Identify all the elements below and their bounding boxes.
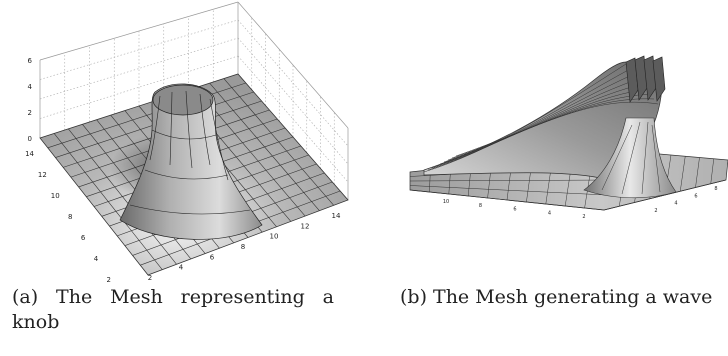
y-tick-label: 14 <box>25 150 34 158</box>
back-wall-grid <box>39 9 349 185</box>
left-tick-label: 4 <box>548 210 551 216</box>
right-tick-label: 8 <box>714 186 717 192</box>
left-tick-labels: 10 8 6 4 2 <box>443 199 586 220</box>
x-tick-label: 8 <box>241 243 245 251</box>
left-tick-label: 6 <box>513 207 516 213</box>
right-tick-label: 6 <box>694 193 697 199</box>
z-tick-labels: 0 2 4 6 <box>28 57 33 143</box>
left-tick-label: 8 <box>479 203 482 209</box>
x-tick-labels: 2 4 6 8 10 12 14 <box>148 212 341 282</box>
left-tick-label: 2 <box>582 214 585 220</box>
right-tick-label: 2 <box>654 208 657 214</box>
y-tick-labels: 14 12 10 8 6 4 2 <box>25 150 111 284</box>
right-tick-label: 4 <box>674 201 677 207</box>
left-tick-label: 10 <box>443 199 449 205</box>
right-tick-labels: 2 4 6 8 <box>654 186 717 214</box>
caption-a: (a) The Mesh representing a knob <box>12 286 334 333</box>
y-tick-label: 12 <box>38 171 47 179</box>
caption-b: (b) The Mesh generating a wave <box>400 286 713 308</box>
y-tick-label: 8 <box>68 213 72 221</box>
z-tick-label: 4 <box>28 83 33 91</box>
x-tick-label: 6 <box>210 253 215 261</box>
wave-mesh-plot: 10 8 6 4 2 2 4 6 8 <box>409 55 728 220</box>
wave-crest <box>625 55 666 103</box>
figure-b: 10 8 6 4 2 2 4 6 8 (b) The Mesh generating a wav… <box>364 0 728 356</box>
knob-surface <box>119 83 263 240</box>
x-tick-label: 4 <box>179 264 184 272</box>
figure-a: 0 2 4 6 14 12 10 8 6 4 2 2 4 6 8 10 12 14 (a) The Mesh re… <box>12 1 349 333</box>
y-tick-label: 6 <box>81 234 86 242</box>
axis-edges <box>409 179 727 211</box>
z-tick-label: 0 <box>28 135 32 143</box>
y-tick-label: 10 <box>51 192 60 200</box>
knob-mesh-plot: 0 2 4 6 14 12 10 8 6 4 2 2 4 6 8 10 12 14 <box>25 1 349 284</box>
z-tick-label: 2 <box>28 109 32 117</box>
x-tick-label: 14 <box>332 212 341 220</box>
y-tick-label: 2 <box>107 276 111 284</box>
z-tick-label: 6 <box>28 57 33 65</box>
x-tick-label: 12 <box>301 222 310 230</box>
x-tick-label: 10 <box>270 233 279 241</box>
wave-stem <box>583 117 677 199</box>
x-tick-label: 2 <box>148 274 152 282</box>
y-tick-label: 4 <box>94 255 99 263</box>
